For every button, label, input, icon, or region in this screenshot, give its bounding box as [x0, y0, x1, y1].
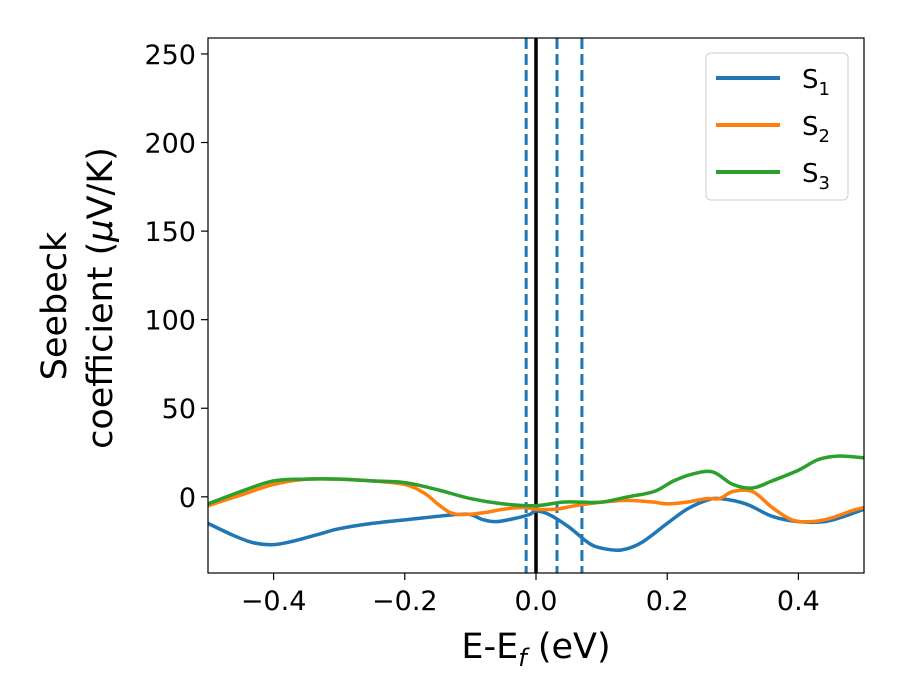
x-tick-label: 0.0: [515, 586, 558, 617]
y-tick-label: 150: [144, 217, 196, 248]
x-axis-label: E-Ef (eV): [461, 627, 610, 672]
legend-label-s3: S3: [802, 159, 830, 194]
x-tick-label: −0.4: [241, 586, 307, 617]
y-tick-label: 0: [179, 483, 196, 514]
y-axis-label-line2: coefficient (μV/K): [81, 147, 121, 449]
legend: S1 S2 S3: [705, 52, 849, 201]
y-tick-label: 250: [144, 40, 196, 71]
x-tick-label: 0.2: [646, 586, 689, 617]
y-tick-label: 50: [162, 394, 196, 425]
x-tick-label: 0.4: [777, 586, 820, 617]
series-lines: [208, 454, 864, 552]
legend-label-s1: S1: [802, 65, 830, 100]
y-tick-label: 200: [144, 129, 196, 160]
vertical-reference-lines: [524, 38, 584, 573]
series-line-s1: [208, 496, 864, 552]
series-line-s3: [208, 454, 864, 508]
x-tick-label: −0.2: [372, 586, 438, 617]
y-tick-label: 100: [144, 306, 196, 337]
y-axis-ticks: 0 50 100 150 200 250: [144, 40, 208, 514]
x-axis-ticks: −0.4 −0.2 0.0 0.2 0.4: [241, 573, 820, 617]
legend-label-s2: S2: [802, 112, 830, 147]
y-axis-label-line1: Seebeck: [35, 231, 75, 380]
